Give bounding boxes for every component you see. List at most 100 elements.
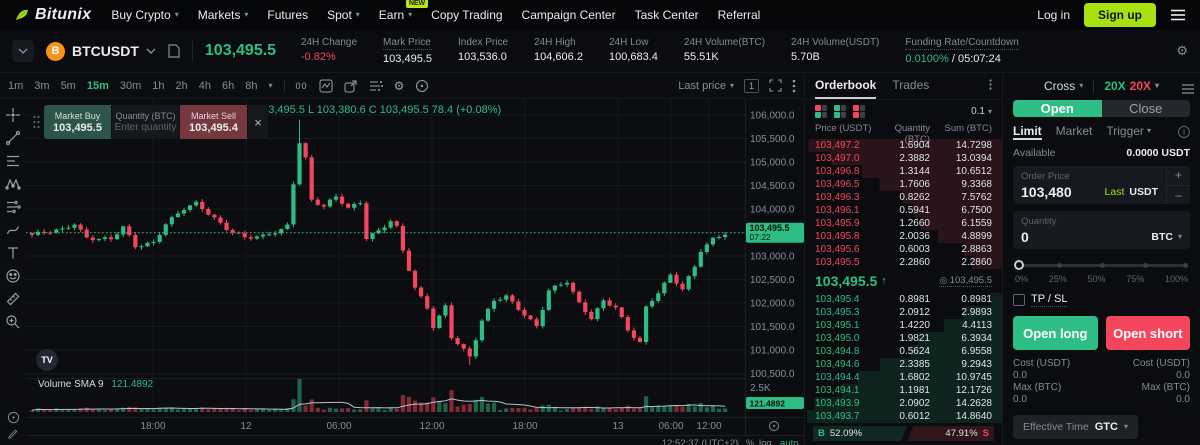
scale-percent-toggle[interactable]: % (746, 438, 755, 445)
time-axis[interactable]: 18:00 12 06:00 12:00 18:00 13 06:00 12:00 (140, 421, 721, 432)
settings-icon[interactable]: ⚙ (393, 78, 405, 93)
timeframe-1h[interactable]: 1h (152, 79, 165, 92)
market-sell-button[interactable]: Market Sell 103,495.4 (180, 105, 247, 139)
leverage-dropdown[interactable]: 20X 20X ▾ (1104, 79, 1160, 93)
nav-item-referral[interactable]: Referral (718, 8, 761, 22)
timeframe-8h[interactable]: 8h (245, 79, 258, 92)
bid-row[interactable]: 103,495.3 2.0912 2.9893 (805, 306, 1002, 319)
nav-item-campaign-center[interactable]: Campaign Center (522, 8, 616, 22)
quantity-input-field[interactable]: Quantity 0 BTC ▾ (1013, 211, 1190, 249)
ask-row[interactable]: 103,496.8 1.3144 10.6512 (805, 165, 1002, 178)
indicators-icon[interactable] (369, 80, 383, 92)
nav-item-futures[interactable]: Futures (267, 8, 308, 22)
precision-dropdown[interactable]: 0.1 ▾ (971, 106, 992, 117)
compare-icon[interactable] (415, 79, 429, 93)
ask-row[interactable]: 103,495.5 2.2860 2.2860 (805, 256, 1002, 269)
edit-pencil-icon[interactable] (8, 429, 18, 439)
open-short-button[interactable]: Open short (1105, 316, 1190, 350)
timeframe-30m[interactable]: 30m (119, 79, 142, 92)
tab-trigger[interactable]: Trigger ▾ (1106, 124, 1151, 138)
signup-button[interactable]: Sign up (1084, 3, 1156, 27)
panel-menu-icon[interactable] (1182, 83, 1194, 97)
unit-dropdown-icon[interactable]: ▾ (1177, 232, 1182, 241)
nav-item-copy-trading[interactable]: Copy Trading (431, 8, 502, 22)
bid-row[interactable]: 103,494.1 1.1981 12.1726 (805, 384, 1002, 397)
bid-row[interactable]: 103,494.8 0.5624 6.9558 (805, 345, 1002, 358)
mid-price[interactable]: 103,495.5 (815, 273, 878, 289)
nav-item-spot[interactable]: Spot ▾ (327, 8, 360, 22)
emoji-tool-icon[interactable] (5, 268, 21, 284)
timeframe-3m[interactable]: 3m (34, 79, 50, 92)
bitunix-logo[interactable]: Bitunix (14, 6, 91, 24)
nav-item-earn[interactable]: Earn ▾ NEW (379, 0, 429, 22)
ask-row[interactable]: 103,495.6 0.6003 2.8863 (805, 243, 1002, 256)
bid-row[interactable]: 103,495.0 1.9821 6.3934 (805, 332, 1002, 345)
more-icon[interactable] (792, 79, 796, 93)
timeframe-1m[interactable]: 1m (8, 79, 24, 92)
layout-bids-icon[interactable] (834, 105, 847, 118)
orderbook-more-icon[interactable] (989, 79, 992, 93)
scale-log-toggle[interactable]: log (759, 438, 772, 445)
price-decrease-button[interactable]: – (1167, 184, 1190, 205)
crosshair-tool-icon[interactable] (5, 107, 21, 123)
symbol-selector[interactable]: B BTCUSDT (46, 41, 156, 61)
scroll-to-now-icon[interactable] (769, 421, 779, 431)
slider-handle[interactable] (1014, 260, 1024, 270)
bid-row[interactable]: 103,495.1 1.4220 4.4113 (805, 319, 1002, 332)
tradingview-logo[interactable]: TV (36, 349, 58, 371)
measure-tool-icon[interactable] (5, 291, 21, 307)
tab-market[interactable]: Market (1055, 124, 1093, 138)
layout-both-icon[interactable] (815, 105, 828, 118)
price-axis[interactable]: 106,000.0 105,500.0 105,000.0 104,500.0 104,… (750, 111, 795, 395)
layout-count-button[interactable]: 1 (744, 78, 759, 93)
price-source-dropdown[interactable]: Last price ▾ (678, 79, 734, 92)
forecast-tool-icon[interactable] (5, 199, 21, 215)
share-icon[interactable] (344, 79, 358, 93)
price-increase-button[interactable]: + (1174, 168, 1182, 183)
nav-item-buy-crypto[interactable]: Buy Crypto ▾ (111, 8, 178, 22)
tab-limit[interactable]: Limit (1013, 124, 1042, 140)
effective-time-dropdown[interactable]: Effective Time GTC ▾ (1013, 415, 1138, 439)
drag-handle-icon[interactable] (30, 105, 43, 139)
last-price-tag[interactable]: Last (1104, 186, 1125, 198)
fullscreen-icon[interactable] (769, 79, 782, 92)
margin-mode-dropdown[interactable]: Cross ▾ (1043, 79, 1084, 93)
ask-row[interactable]: 103,496.5 1.7606 9.3368 (805, 178, 1002, 191)
timeframe-6h[interactable]: 6h (222, 79, 235, 92)
ask-row[interactable]: 103,496.3 0.8262 7.5762 (805, 191, 1002, 204)
login-button[interactable]: Log in (1037, 8, 1070, 22)
bid-row[interactable]: 103,493.9 2.0902 14.2628 (805, 397, 1002, 410)
widget-close-icon[interactable]: × (248, 105, 268, 139)
order-price-value[interactable]: 103,480 (1021, 184, 1072, 200)
ask-row[interactable]: 103,495.9 1.2660 6.1559 (805, 217, 1002, 230)
bid-row[interactable]: 103,495.4 0.8981 0.8981 (805, 293, 1002, 306)
menu-hamburger-icon[interactable] (1170, 9, 1186, 21)
timeframe-2h[interactable]: 2h (175, 79, 188, 92)
text-tool-icon[interactable] (5, 245, 21, 261)
trend-line-tool-icon[interactable] (5, 130, 21, 146)
tab-orderbook[interactable]: Orderbook (815, 73, 877, 99)
ask-row[interactable]: 103,496.1 0.5941 6.7500 (805, 204, 1002, 217)
fib-retracement-tool-icon[interactable] (5, 153, 21, 169)
close-tab[interactable]: Close (1101, 100, 1190, 117)
quantity-value[interactable]: 0 (1021, 229, 1029, 245)
ask-row[interactable]: 103,497.2 1.6904 14.7298 (805, 139, 1002, 152)
tpsl-checkbox[interactable] (1013, 294, 1025, 306)
open-tab[interactable]: Open (1013, 100, 1102, 117)
ask-row[interactable]: 103,495.8 2.0036 4.8899 (805, 230, 1002, 243)
zoom-in-tool-icon[interactable] (5, 314, 21, 330)
nav-item-markets[interactable]: Markets ▾ (198, 8, 249, 22)
open-long-button[interactable]: Open long (1013, 316, 1098, 350)
ask-row[interactable]: 103,497.0 2.3882 13.0394 (805, 152, 1002, 165)
market-buy-button[interactable]: Market Buy 103,495.5 (44, 105, 111, 139)
info-icon[interactable]: i (1178, 126, 1190, 138)
tab-trades[interactable]: Trades (892, 78, 930, 92)
collapse-chevron-icon[interactable] (12, 40, 34, 62)
nav-item-task-center[interactable]: Task Center (635, 8, 699, 22)
timeframe-more-dropdown[interactable]: ▾ (268, 80, 273, 90)
layout-asks-icon[interactable] (853, 105, 866, 118)
xabcd-pattern-tool-icon[interactable] (5, 176, 21, 192)
scale-auto-toggle[interactable]: auto (780, 438, 799, 445)
bid-row[interactable]: 103,494.6 2.3385 9.2943 (805, 358, 1002, 371)
bid-row[interactable]: 103,493.7 0.6012 14.8640 (805, 410, 1002, 423)
